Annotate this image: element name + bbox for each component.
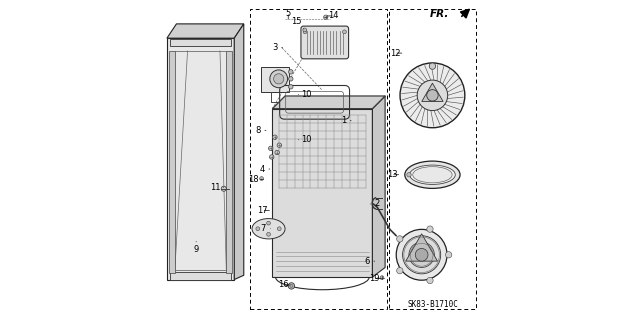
Circle shape <box>323 15 328 19</box>
Polygon shape <box>273 109 372 277</box>
Bar <box>260 67 289 92</box>
Bar <box>227 51 232 273</box>
Bar <box>170 51 175 273</box>
Circle shape <box>427 277 433 284</box>
Circle shape <box>288 283 294 289</box>
Text: 10: 10 <box>298 135 312 144</box>
Polygon shape <box>406 234 438 261</box>
FancyBboxPatch shape <box>301 26 349 59</box>
Circle shape <box>409 242 435 268</box>
Text: 1: 1 <box>341 116 351 125</box>
Text: 7: 7 <box>260 224 270 233</box>
Text: 9: 9 <box>193 241 199 254</box>
Ellipse shape <box>252 219 285 239</box>
Text: 11: 11 <box>210 183 223 192</box>
Circle shape <box>221 186 227 191</box>
Circle shape <box>397 267 403 274</box>
Bar <box>170 39 231 46</box>
Circle shape <box>290 284 293 287</box>
Circle shape <box>427 226 433 232</box>
Text: 4: 4 <box>260 165 270 174</box>
Circle shape <box>407 173 412 177</box>
Circle shape <box>275 150 279 155</box>
Text: 6: 6 <box>364 257 374 266</box>
Bar <box>250 9 387 309</box>
Circle shape <box>400 63 465 128</box>
Circle shape <box>429 63 436 69</box>
Text: 19: 19 <box>369 274 381 283</box>
Circle shape <box>289 77 293 81</box>
Text: 15: 15 <box>291 17 303 29</box>
Text: 18: 18 <box>248 175 262 184</box>
Circle shape <box>277 143 282 147</box>
Circle shape <box>303 28 307 32</box>
Ellipse shape <box>413 167 452 183</box>
Polygon shape <box>167 24 244 38</box>
Circle shape <box>303 30 307 34</box>
Bar <box>389 9 476 309</box>
Circle shape <box>342 30 346 34</box>
Circle shape <box>417 80 447 111</box>
Text: 10: 10 <box>298 90 312 99</box>
Polygon shape <box>422 83 443 101</box>
Circle shape <box>277 227 281 231</box>
Circle shape <box>403 236 441 274</box>
Text: 13: 13 <box>387 170 399 179</box>
Text: 5: 5 <box>285 9 291 19</box>
Circle shape <box>269 155 274 159</box>
Text: 3: 3 <box>272 43 282 52</box>
Text: SK83-B1710C: SK83-B1710C <box>407 300 458 308</box>
Bar <box>170 271 231 279</box>
Circle shape <box>267 233 271 236</box>
Ellipse shape <box>410 165 455 184</box>
Polygon shape <box>167 38 234 279</box>
Text: 17: 17 <box>257 206 269 215</box>
Circle shape <box>270 70 287 88</box>
Text: 12: 12 <box>390 48 402 58</box>
Text: 2: 2 <box>370 199 380 208</box>
Circle shape <box>445 252 452 258</box>
Circle shape <box>397 236 403 242</box>
Text: 14: 14 <box>327 11 339 20</box>
Circle shape <box>427 90 438 101</box>
Circle shape <box>269 146 273 151</box>
Polygon shape <box>273 96 385 109</box>
Circle shape <box>260 177 264 181</box>
Circle shape <box>415 249 428 261</box>
Circle shape <box>289 85 293 89</box>
Circle shape <box>273 135 277 139</box>
Polygon shape <box>234 24 244 279</box>
Circle shape <box>289 70 293 74</box>
Circle shape <box>396 229 447 280</box>
Circle shape <box>380 276 384 279</box>
Text: 8: 8 <box>255 126 266 135</box>
Text: 16: 16 <box>278 280 290 289</box>
Ellipse shape <box>405 161 460 189</box>
Circle shape <box>256 227 260 231</box>
Circle shape <box>267 221 271 225</box>
Circle shape <box>274 74 284 84</box>
Polygon shape <box>372 96 385 277</box>
Text: FR.: FR. <box>429 9 449 19</box>
